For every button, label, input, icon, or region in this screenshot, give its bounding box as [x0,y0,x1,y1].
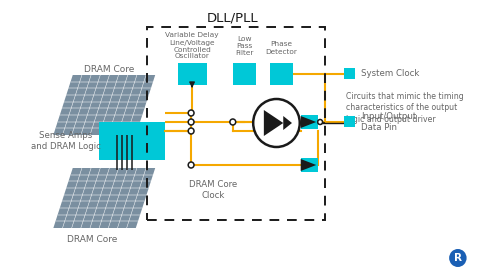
Bar [147,27,325,220]
Text: Variable Delay
Line/Voltage
Controlled
Oscillator: Variable Delay Line/Voltage Controlled O… [165,32,219,59]
Polygon shape [283,116,292,130]
Text: Sense Amps
and DRAM Logic: Sense Amps and DRAM Logic [31,131,101,151]
Bar [301,115,318,129]
Text: DRAM Core
Clock: DRAM Core Clock [189,180,238,200]
Circle shape [188,162,194,168]
Bar [344,116,355,127]
Circle shape [318,120,322,124]
Bar [233,63,256,85]
Polygon shape [301,159,316,171]
Polygon shape [301,116,316,128]
Bar [301,158,318,172]
Text: DLL/PLL: DLL/PLL [207,12,259,25]
Bar [177,63,207,85]
Text: DRAM Core: DRAM Core [84,66,135,75]
Circle shape [188,110,194,116]
Polygon shape [53,75,155,135]
Text: Low
Pass
Filter: Low Pass Filter [235,36,254,56]
Text: DRAM Core: DRAM Core [67,235,117,245]
Polygon shape [53,168,155,228]
Text: System Clock: System Clock [361,69,419,79]
Text: Input/Output
Data Pin: Input/Output Data Pin [361,112,416,132]
Polygon shape [264,110,283,136]
Circle shape [253,99,300,147]
Circle shape [449,249,466,267]
Text: Circuits that mimic the timing
characteristics of the output
logic and output dr: Circuits that mimic the timing character… [346,92,464,124]
Circle shape [230,119,236,125]
Circle shape [188,128,194,134]
Bar [99,122,165,160]
Circle shape [188,119,194,125]
Bar [344,68,355,79]
Text: Phase
Detector: Phase Detector [266,42,297,55]
Bar [270,63,293,85]
Text: R: R [454,253,462,263]
